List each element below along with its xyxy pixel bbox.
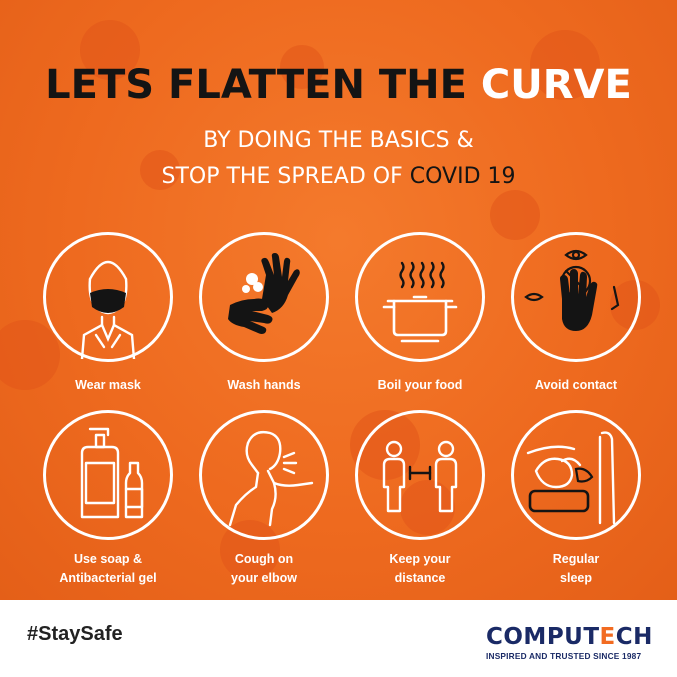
tip-circle bbox=[43, 410, 173, 540]
virus-decoration-icon bbox=[80, 20, 140, 80]
logo-word-start: COMPUT bbox=[486, 624, 600, 650]
tip-label-line2: your elbow bbox=[231, 571, 297, 585]
tip-label: Use soap & Antibacterial gel bbox=[26, 550, 190, 588]
virus-decoration-icon bbox=[0, 320, 60, 390]
tip-label: Avoid contact bbox=[534, 378, 618, 392]
tip-label: Wash hands bbox=[227, 378, 301, 392]
social-distance-icon bbox=[382, 440, 458, 513]
tip-label: Boil your food bbox=[377, 378, 463, 392]
logo-wordmark: COMPUTECH bbox=[486, 624, 652, 650]
tip-label-line2: Antibacterial gel bbox=[59, 571, 157, 585]
subheadline-text: STOP THE SPREAD OF bbox=[161, 164, 410, 189]
computech-logo: COMPUTECH INSPIRED AND TRUSTED SINCE 198… bbox=[486, 624, 652, 661]
tip-label: Cough on your elbow bbox=[182, 550, 346, 588]
logo-word-mark: E bbox=[599, 624, 616, 650]
subheadline-highlight: COVID 19 bbox=[409, 164, 516, 189]
headline-highlight: CURVE bbox=[480, 62, 632, 108]
virus-decoration-icon bbox=[490, 190, 540, 240]
sleeping-person-icon bbox=[526, 431, 616, 525]
boiling-pot-icon bbox=[382, 261, 458, 343]
cough-elbow-icon bbox=[228, 430, 314, 527]
logo-word-end: CH bbox=[615, 624, 653, 650]
virus-decoration-icon bbox=[140, 150, 180, 190]
tip-circle bbox=[355, 410, 485, 540]
tip-label: Wear mask bbox=[75, 378, 141, 392]
tip-label-line1: Cough on bbox=[234, 552, 294, 566]
hand-wash-icon bbox=[228, 253, 300, 334]
staysafe-hashtag: #StaySafe bbox=[27, 623, 123, 645]
tip-circle bbox=[511, 232, 641, 362]
headline-text: LETS FLATTEN THE bbox=[45, 62, 481, 108]
tip-label-line2: distance bbox=[394, 571, 446, 585]
tip-label-line2: sleep bbox=[560, 571, 592, 585]
virus-decoration-icon bbox=[280, 45, 324, 89]
tip-label-line1: Use soap & bbox=[73, 552, 143, 566]
subheadline-line1: BY DOING THE BASICS & bbox=[203, 128, 474, 153]
no-touch-face-icon bbox=[524, 249, 620, 331]
tip-circle bbox=[355, 232, 485, 362]
tip-label: Regular sleep bbox=[494, 550, 658, 588]
logo-tagline: INSPIRED AND TRUSTED SINCE 1987 bbox=[486, 651, 642, 661]
tip-circle bbox=[511, 410, 641, 540]
face-mask-icon bbox=[80, 260, 136, 359]
orange-panel: LETS FLATTEN THE CURVE BY DOING THE BASI… bbox=[0, 0, 677, 600]
tip-circle bbox=[199, 410, 329, 540]
subheadline-line2: STOP THE SPREAD OF COVID 19 bbox=[0, 164, 677, 189]
tip-circle bbox=[199, 232, 329, 362]
tip-label: Keep your distance bbox=[338, 550, 502, 588]
tip-label-line1: Keep your bbox=[389, 552, 451, 566]
tip-circle bbox=[43, 232, 173, 362]
soap-bottle-icon bbox=[80, 427, 144, 519]
tip-label-line1: Regular bbox=[552, 552, 600, 566]
headline: LETS FLATTEN THE CURVE bbox=[0, 62, 677, 108]
virus-decoration-icon bbox=[530, 30, 600, 100]
